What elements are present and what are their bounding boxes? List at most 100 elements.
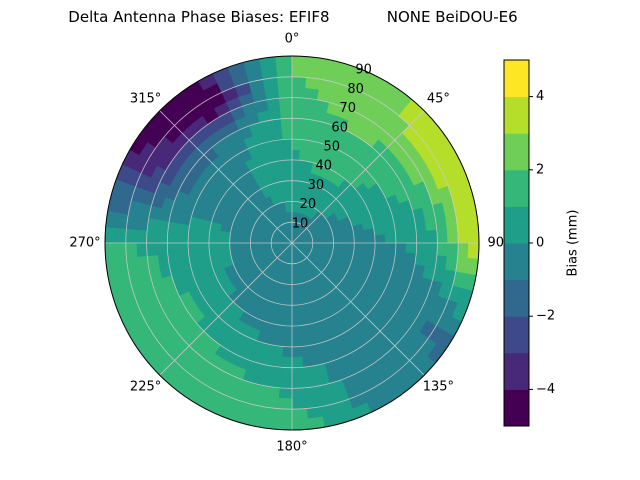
contour-cell <box>374 234 386 244</box>
contour-cell <box>424 254 438 269</box>
contour-cell <box>286 180 293 192</box>
colorbar-tick-label: 2 <box>536 162 544 177</box>
contour-cell <box>187 233 200 244</box>
contour-cell <box>275 418 293 431</box>
contour-cell <box>266 375 281 389</box>
grid-spoke <box>291 110 425 244</box>
angular-tick-label: 180° <box>276 440 307 455</box>
contour-cell <box>405 242 418 255</box>
contour-cell <box>414 219 427 233</box>
contour-cell <box>303 97 318 111</box>
contour-cell <box>426 242 438 257</box>
contour-cell <box>436 229 449 244</box>
colorbar-band <box>504 389 529 427</box>
colorbar-tick-label: −2 <box>536 309 555 324</box>
grid-spoke <box>159 110 293 244</box>
contour-cell <box>166 242 179 255</box>
contour-cell <box>291 86 306 99</box>
contour-cell <box>218 242 231 250</box>
contour-cell <box>104 226 117 244</box>
contour-cell <box>276 66 293 78</box>
contour-cell <box>395 242 407 254</box>
contour-cell <box>177 242 189 254</box>
contour-cell <box>177 232 189 244</box>
contour-cell <box>146 229 158 244</box>
colorbar-band <box>504 279 529 317</box>
contour-cell <box>278 377 293 389</box>
contour-cell <box>188 250 201 262</box>
contour-cell <box>278 86 293 99</box>
contour-cell <box>405 231 418 244</box>
contour-cell <box>291 356 304 369</box>
contour-cell <box>288 201 293 213</box>
colorbar-band <box>504 316 529 354</box>
contour-cell <box>135 229 148 244</box>
contour-cell <box>297 314 307 327</box>
contour-cell <box>266 97 281 111</box>
contour-cell <box>273 139 285 152</box>
contour-cell <box>291 149 301 161</box>
contour-cell <box>291 273 296 285</box>
contour-cell <box>384 233 397 244</box>
contour-cell <box>291 117 304 130</box>
contour-cell <box>291 397 307 410</box>
contour-cell <box>157 253 170 267</box>
contour-cell <box>424 217 438 232</box>
contour-cell <box>177 251 191 264</box>
colorbar-band <box>504 243 529 281</box>
colorbar-band <box>504 352 529 390</box>
contour-cell <box>198 242 210 252</box>
contour-cell <box>208 248 221 258</box>
contour-cell <box>291 66 308 78</box>
contour-cell <box>229 242 241 249</box>
contour-cell <box>299 334 311 347</box>
contour-cell <box>239 242 251 248</box>
radial-tick-label: 40 <box>316 159 333 174</box>
contour-cell <box>291 138 302 151</box>
contour-cell <box>383 224 396 236</box>
contour-cell <box>284 159 293 171</box>
radial-tick-label: 70 <box>339 101 356 116</box>
contour-cell <box>291 315 300 327</box>
contour-cell <box>277 397 293 410</box>
contour-cell <box>280 117 293 130</box>
contour-cell <box>125 242 138 258</box>
contour-cell <box>156 230 169 244</box>
contour-cell <box>277 76 293 89</box>
plot-boundary <box>104 55 480 431</box>
contour-cell <box>291 387 306 400</box>
angular-tick-label: 225° <box>130 380 161 395</box>
colorbar-tick-label: −4 <box>536 382 555 397</box>
angular-tick-label: 135° <box>423 380 454 395</box>
contour-cell <box>146 217 160 232</box>
contour-cell <box>166 231 179 244</box>
contour-cell <box>278 387 293 400</box>
contour-cell <box>446 242 459 258</box>
contour-cell <box>115 227 127 244</box>
colorbar-tick-label: 4 <box>536 89 544 104</box>
contour-cell <box>291 107 305 120</box>
contour-cell <box>457 242 469 259</box>
contour-cell <box>278 97 293 109</box>
angular-tick-label: 270° <box>69 236 100 251</box>
contour-cell <box>373 226 386 237</box>
contour-cell <box>271 128 284 142</box>
contour-cell <box>285 169 293 182</box>
contour-cell <box>343 237 355 244</box>
grid-spoke <box>159 242 293 376</box>
contour-cell <box>291 76 307 89</box>
contour-cell <box>291 366 305 379</box>
angular-tick-label: 45° <box>427 91 450 106</box>
contour-cell <box>322 239 334 244</box>
contour-cell <box>279 366 293 379</box>
contour-cell <box>282 335 293 348</box>
contour-cell <box>301 355 315 368</box>
radial-tick-label: 90 <box>355 63 372 78</box>
contour-cell <box>250 242 262 247</box>
contour-cell <box>268 108 282 121</box>
colorbar-band <box>504 133 529 171</box>
radial-tick-label: 30 <box>308 178 325 193</box>
contour-cell <box>291 377 306 389</box>
contour-cell <box>146 242 158 257</box>
